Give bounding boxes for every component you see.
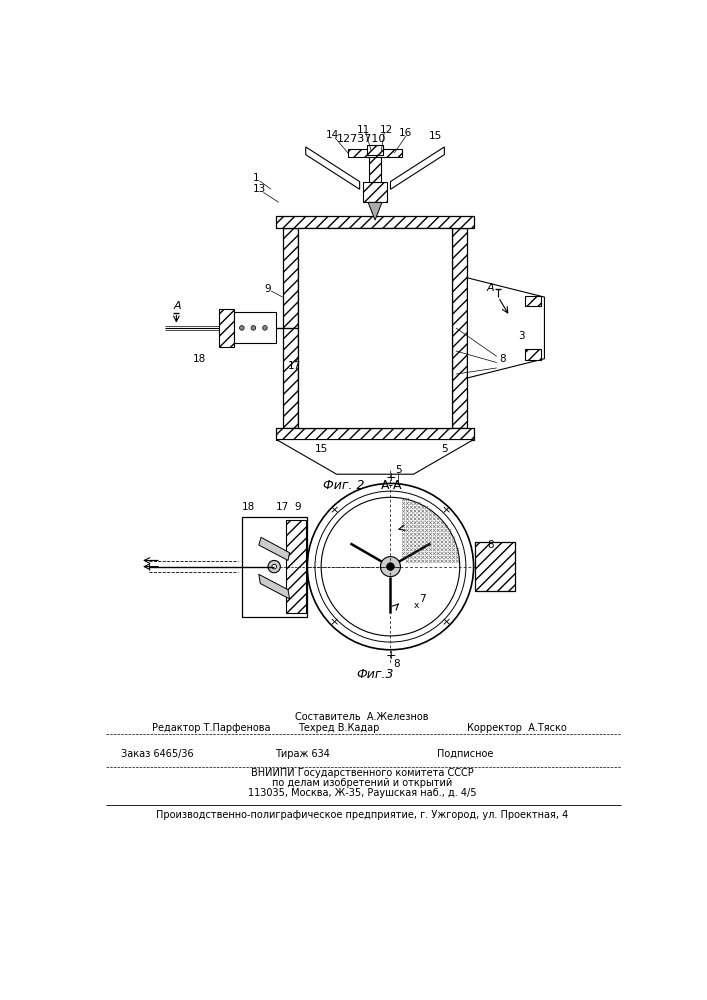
Bar <box>452 228 467 428</box>
Polygon shape <box>259 574 290 599</box>
Text: 16: 16 <box>399 128 412 138</box>
Text: 15: 15 <box>428 131 442 141</box>
Text: 5: 5 <box>441 444 448 454</box>
Text: Корректор  А.Тяско: Корректор А.Тяско <box>467 723 567 733</box>
Circle shape <box>268 560 281 573</box>
Text: Тираж 634: Тираж 634 <box>275 749 330 759</box>
Bar <box>348 149 402 157</box>
Text: Производственно-полиграфическое предприятие, г. Ужгород, ул. Проектная, 4: Производственно-полиграфическое предприя… <box>156 810 568 820</box>
Text: Техред В.Кадар: Техред В.Кадар <box>298 723 380 733</box>
Text: 1273710: 1273710 <box>337 134 387 144</box>
Bar <box>218 309 234 347</box>
Text: 1: 1 <box>252 173 259 183</box>
Text: A: A <box>173 301 181 311</box>
Bar <box>298 228 452 428</box>
Bar <box>368 145 382 155</box>
Text: ×: × <box>329 618 339 628</box>
Polygon shape <box>259 537 290 560</box>
Text: 17: 17 <box>276 502 289 512</box>
Text: Редактор Т.Парфенова: Редактор Т.Парфенова <box>152 723 270 733</box>
Circle shape <box>387 563 395 570</box>
Bar <box>283 228 298 428</box>
Bar <box>242 517 308 617</box>
Text: ×: × <box>442 618 451 628</box>
Text: Составитель  А.Железнов: Составитель А.Железнов <box>296 712 428 722</box>
Bar <box>276 428 474 440</box>
Text: 8: 8 <box>393 659 400 669</box>
Text: 9: 9 <box>264 284 271 294</box>
Text: ×: × <box>329 506 339 516</box>
Text: 8: 8 <box>487 540 494 550</box>
Text: по делам изобретений и открытий: по делам изобретений и открытий <box>271 778 452 788</box>
Text: 9: 9 <box>295 502 301 512</box>
Bar <box>363 182 387 202</box>
Text: А-А: А-А <box>381 479 403 492</box>
Bar <box>525 296 541 306</box>
Bar <box>234 312 276 343</box>
Text: 12: 12 <box>380 125 393 135</box>
Text: 14: 14 <box>326 130 339 140</box>
Text: 7: 7 <box>419 594 426 604</box>
Bar <box>475 542 515 591</box>
Polygon shape <box>368 202 382 220</box>
Text: Подписное: Подписное <box>437 749 493 759</box>
Text: 13: 13 <box>253 184 266 194</box>
Circle shape <box>272 564 276 569</box>
Circle shape <box>380 557 400 577</box>
Text: 113035, Москва, Ж-35, Раушская наб., д. 4/5: 113035, Москва, Ж-35, Раушская наб., д. … <box>247 788 477 798</box>
Text: 5: 5 <box>395 465 402 475</box>
Bar <box>525 349 541 360</box>
Bar <box>276 216 474 228</box>
Text: A: A <box>486 283 494 293</box>
Text: ВНИИПИ Государственного комитета СССР: ВНИИПИ Государственного комитета СССР <box>250 768 473 778</box>
Polygon shape <box>276 440 474 474</box>
Text: +: + <box>385 649 396 662</box>
Polygon shape <box>305 147 360 189</box>
Text: 18: 18 <box>193 354 206 364</box>
Polygon shape <box>390 147 444 189</box>
Text: Заказ 6465/36: Заказ 6465/36 <box>121 749 194 759</box>
Text: 11: 11 <box>357 125 370 135</box>
Bar <box>369 155 381 182</box>
Text: 3: 3 <box>518 331 525 341</box>
Text: Фиг.3: Фиг.3 <box>356 668 394 681</box>
Text: +: + <box>385 471 396 484</box>
Text: ×: × <box>442 506 451 516</box>
Circle shape <box>240 326 244 330</box>
Circle shape <box>308 483 474 650</box>
Text: 15: 15 <box>315 444 328 454</box>
Text: Фиг. 2: Фиг. 2 <box>324 479 365 492</box>
Bar <box>286 520 305 613</box>
Circle shape <box>251 326 256 330</box>
Text: 8: 8 <box>498 354 506 364</box>
Circle shape <box>262 326 267 330</box>
Text: x: x <box>414 601 419 610</box>
Polygon shape <box>467 278 544 378</box>
Text: 17: 17 <box>288 361 300 371</box>
Text: 18: 18 <box>241 502 255 512</box>
